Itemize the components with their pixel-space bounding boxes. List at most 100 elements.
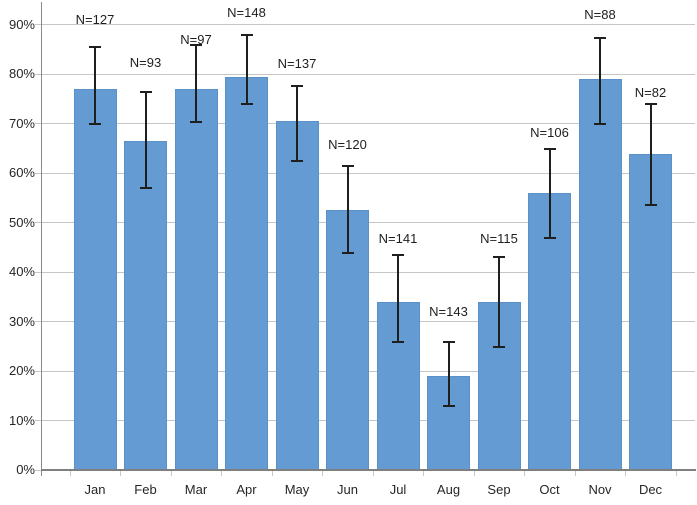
x-tick-label: Dec [638,482,663,497]
error-bar [548,148,551,238]
y-axis-tick [35,420,41,422]
x-tick-label: Mar [184,482,208,497]
error-bar [296,85,298,161]
error-bar-cap [139,90,152,93]
y-axis-tick [35,123,41,125]
x-axis-tick [372,470,374,477]
sample-size-label: N=141 [378,231,418,247]
y-axis-tick [35,222,41,224]
y-axis-tick [35,469,41,471]
error-bar [447,341,450,407]
error-bar-cap [594,122,606,125]
sample-size-label: N=148 [227,4,266,20]
error-bar-cap [341,251,354,254]
sample-size-label: N=115 [480,231,518,247]
error-bar [498,257,500,347]
x-tick-label: Feb [134,482,157,497]
y-tick-label: 0% [16,462,35,478]
sample-size-label: N=106 [530,124,569,140]
x-tick-label: Sep [487,482,511,497]
sample-size-label: N=143 [429,303,468,319]
x-tick-label: Jul [389,482,407,497]
sample-size-label: N=82 [634,84,667,100]
error-bar-cap [240,33,253,36]
y-tick-label: 40% [8,264,35,280]
bar [578,79,622,471]
error-bar [397,255,399,342]
error-bar-cap [392,254,404,256]
x-tick-label: Jun [337,482,358,497]
error-bar-cap [139,187,152,190]
bar [174,89,218,471]
error-bar [599,38,601,124]
x-axis-tick [423,470,425,477]
x-axis-tick [625,470,627,477]
error-bar-cap [240,102,253,105]
bar [225,76,268,471]
y-axis-tick [35,24,41,26]
error-bar-cap [291,84,303,87]
sample-size-label: N=97 [180,31,212,47]
y-axis-tick [35,271,41,273]
error-bar-cap [341,164,354,167]
y-tick-label: 70% [8,115,35,131]
x-axis-line [40,469,696,472]
x-tick-label: Apr [236,482,257,497]
bar [275,121,319,471]
y-axis-tick [35,73,41,75]
x-axis-tick [69,470,71,477]
error-bar [94,47,96,124]
error-bar-cap [442,405,455,408]
error-bar-cap [594,37,606,40]
error-bar-cap [543,236,556,239]
y-axis-line [40,2,42,476]
error-bar [144,91,147,189]
x-axis-tick [221,470,223,477]
y-tick-label: 20% [8,363,35,379]
sample-size-label: N=137 [277,55,317,71]
x-tick-label: May [284,482,310,497]
gridline [42,172,695,174]
sample-size-label: N=127 [75,11,115,27]
gridline [42,24,695,26]
error-bar-cap [493,256,505,259]
x-tick-label: Nov [588,482,612,497]
bar [326,210,369,471]
gridline [42,73,695,75]
error-bar [245,34,248,104]
error-bar-cap [543,147,556,150]
sample-size-label: N=88 [584,6,616,22]
gridline [42,123,695,125]
x-axis-tick [120,470,122,477]
x-axis-tick [675,470,677,477]
x-axis-tick [524,470,526,477]
error-bar-cap [190,121,202,124]
y-axis-tick [35,321,41,323]
sample-size-label: N=120 [328,137,367,153]
error-bar-cap [644,102,657,105]
error-bar-cap [291,159,303,162]
error-bar-cap [190,43,202,46]
bar [124,141,167,471]
error-bar-cap [89,46,101,49]
y-tick-label: 80% [8,66,35,82]
bar [73,89,117,471]
error-bar [346,165,349,253]
x-axis-tick [322,470,324,477]
y-tick-label: 90% [8,16,35,32]
y-tick-label: 60% [8,165,35,181]
error-bar-cap [644,204,657,206]
x-tick-label: Jan [84,482,106,497]
error-bar-cap [89,122,101,125]
x-axis-tick [574,470,576,477]
sample-size-label: N=93 [129,54,162,70]
x-tick-label: Aug [436,482,461,497]
error-bar [195,44,197,123]
error-bar [649,103,652,205]
y-tick-label: 10% [8,412,35,428]
x-axis-tick [473,470,475,477]
error-bar-cap [442,340,455,343]
error-bar-cap [493,345,505,348]
y-axis-tick [35,370,41,372]
